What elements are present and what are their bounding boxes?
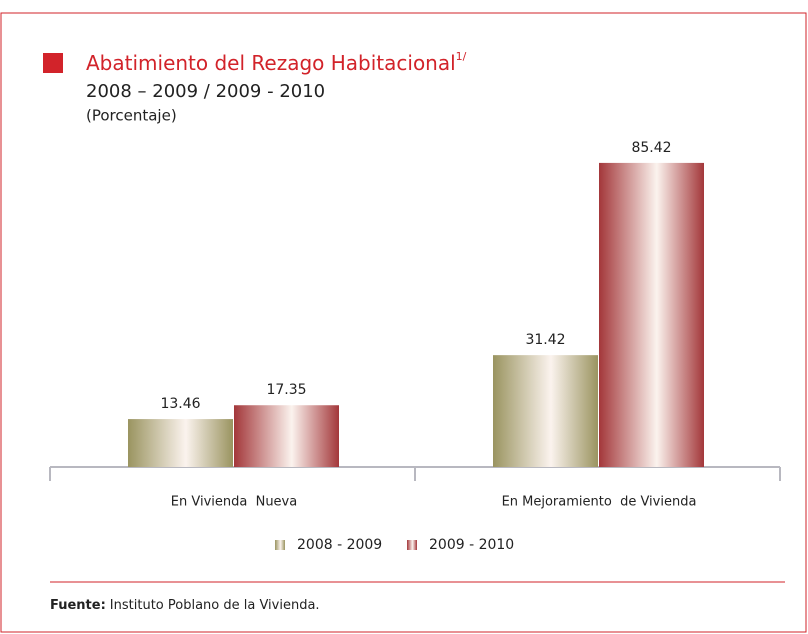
legend-label: 2008 - 2009 [297, 537, 382, 553]
chart-title: Abatimiento del Rezago Habitacional1/ [86, 50, 467, 75]
source-label: Fuente: [50, 598, 106, 613]
subtitle: 2008 – 2009 / 2009 - 2010 [86, 81, 325, 102]
bar [599, 162, 704, 468]
bar [493, 355, 598, 467]
bar [234, 405, 339, 467]
legend-swatch [275, 540, 285, 550]
bar [128, 419, 233, 467]
data-label: 17.35 [266, 382, 306, 398]
x-tick-label: En Mejoramiento de Vivienda [502, 495, 697, 510]
data-label: 31.42 [525, 332, 565, 348]
legend-swatch [407, 540, 417, 550]
source-text: Instituto Poblano de la Vivienda. [110, 598, 320, 613]
title-marker [43, 53, 63, 73]
title-text: Abatimiento del Rezago Habitacional [86, 51, 456, 75]
legend-label: 2009 - 2010 [429, 537, 514, 553]
source: Fuente: Instituto Poblano de la Vivienda. [50, 598, 320, 613]
data-label: 13.46 [160, 396, 200, 412]
units: (Porcentaje) [86, 107, 177, 125]
frame [0, 12, 807, 633]
title-note: 1/ [456, 50, 467, 63]
x-tick-label: En Vivienda Nueva [171, 495, 297, 510]
data-label: 85.42 [631, 140, 671, 156]
